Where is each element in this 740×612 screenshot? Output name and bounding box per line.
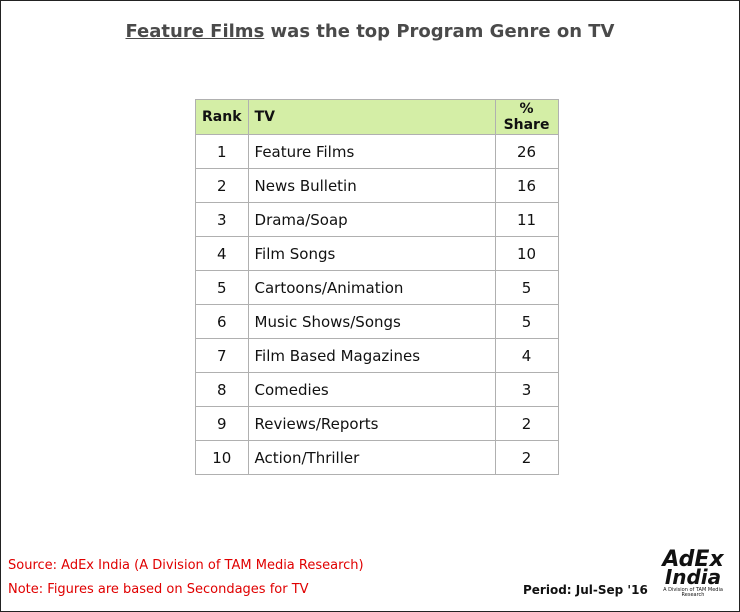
table-cell: 26 [494,134,559,169]
title-rest: was the top Program Genre on TV [264,21,615,42]
table-cell: Comedies [247,372,496,407]
header-row: Rank TV% Share [195,99,559,135]
table-row: 6 Music Shows/Songs 5 [195,304,559,339]
source: Source: AdEx India (A Division of TAM Me… [8,558,364,573]
table-cell: 6 [195,304,249,339]
table-cell: 2 [195,168,249,203]
table-cell: 11 [494,202,559,237]
table-cell: 10 [494,236,559,271]
table-cell: 5 [494,270,559,305]
table-cell: Drama/Soap [247,202,496,237]
table-row: 3 Drama/Soap 11 [195,202,559,237]
table-row: 10 Action/Thriller 2 [195,440,559,475]
table-row: 8 Comedies 3 [195,372,559,407]
column-header: Rank [195,99,249,135]
table-cell: 3 [494,372,559,407]
logo-text: AdEx [662,547,724,572]
logo-text: India [664,565,722,589]
logo-tagline: A Division of TAM Media Research [663,587,723,598]
table-cell: Cartoons/Animation [247,270,496,305]
column-header: % Share [494,99,559,135]
table-row: 1 Feature Films 26 [195,134,559,169]
table-row: 2 News Bulletin 16 [195,168,559,203]
table-cell: 16 [494,168,559,203]
table-cell: 8 [195,372,249,407]
table-cell: 2 [494,440,559,475]
table-cell: 10 [195,440,249,475]
logo: AdEx India A Division of TAM Media Resea… [651,549,735,598]
column-header: TV [247,99,496,135]
table-row: 5 Cartoons/Animation 5 [195,270,559,305]
title-highlight: Feature Films [125,21,265,42]
table-cell: Reviews/Reports [247,406,496,441]
table-cell: 2 [494,406,559,441]
table-cell: 5 [195,270,249,305]
table-cell: Film Based Magazines [247,338,496,373]
table-cell: 4 [195,236,249,271]
note: Note: Figures are based on Secondages fo… [8,582,309,597]
table-cell: Music Shows/Songs [247,304,496,339]
table-cell: 7 [195,338,249,373]
table-cell: News Bulletin [247,168,496,203]
table-cell: Feature Films [247,134,496,169]
table-cell: 4 [494,338,559,373]
table-cell: 9 [195,406,249,441]
table-row: 7 Film Based Magazines 4 [195,338,559,373]
title: Feature Films was the top Program Genre … [1,21,739,42]
period: Period: Jul-Sep '16 [523,583,648,597]
genre-table: Rank TV% Share 1 Feature Films 26 2 News Bulle… [195,99,559,475]
table-row: 9 Reviews/Reports 2 [195,406,559,441]
table-cell: 5 [494,304,559,339]
table-cell: 3 [195,202,249,237]
table-cell: Action/Thriller [247,440,496,475]
table-cell: 1 [195,134,249,169]
table-row: 4 Film Songs 10 [195,236,559,271]
table-cell: Film Songs [247,236,496,271]
